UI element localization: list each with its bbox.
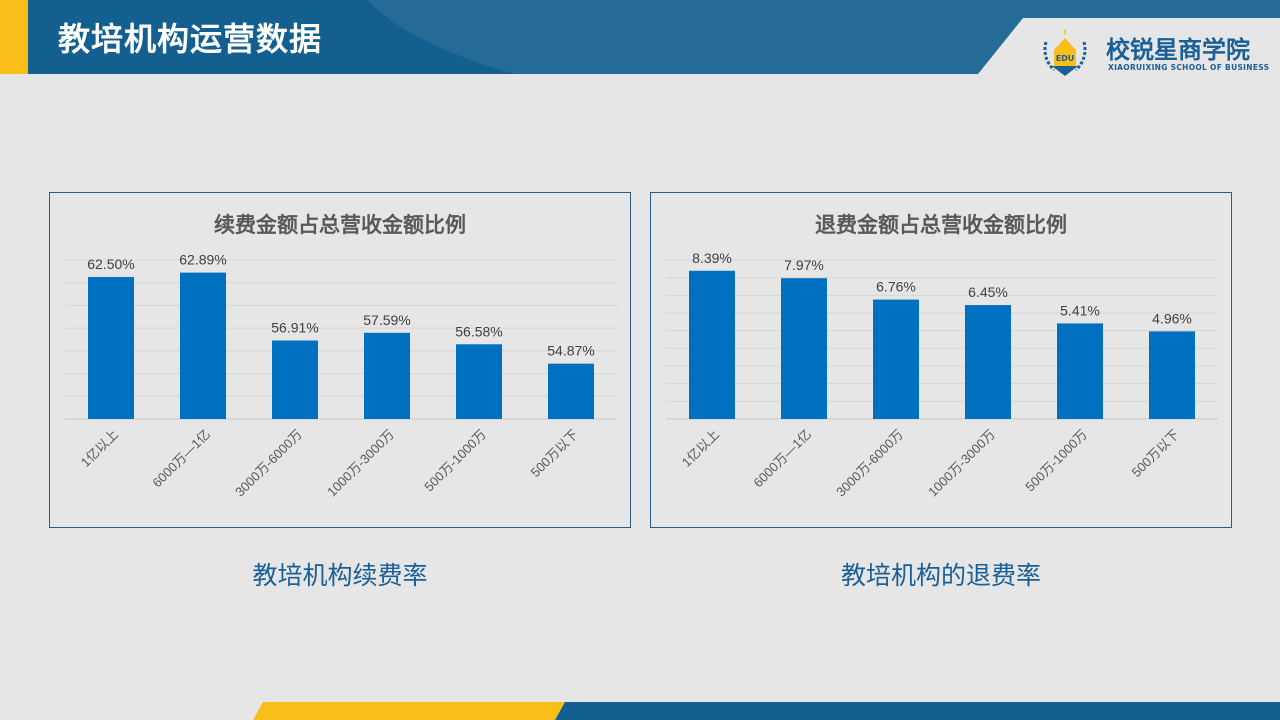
header-accent <box>0 0 28 74</box>
renewal-chart: 62.50% 1亿以上 62.89% 6000万—1亿 56.91% 3000万-6000… <box>65 252 617 500</box>
bar <box>781 278 827 419</box>
data-label: 56.91% <box>271 320 318 336</box>
renewal-chart-panel: 续费金额占总营收金额比例 62.50% 1亿以上 62.89% 6000万—1亿 56.… <box>49 192 631 528</box>
bar <box>1057 323 1103 419</box>
footer-bar <box>555 702 1280 720</box>
data-label: 6.45% <box>968 284 1008 300</box>
category-label: 6000万—1亿 <box>149 427 213 491</box>
category-label: 3000万-6000万 <box>833 427 906 500</box>
bar <box>180 272 226 419</box>
refund-chart-panel: 退费金额占总营收金额比例 8.39% 1亿以上 7.97% 6000万—1亿 6.76%… <box>650 192 1232 528</box>
category-label: 6000万—1亿 <box>750 427 814 491</box>
data-label: 4.96% <box>1152 310 1192 326</box>
chart-title: 退费金额占总营收金额比例 <box>815 213 1067 237</box>
data-label: 7.97% <box>784 257 824 273</box>
logo-background <box>978 18 1280 74</box>
bar <box>1149 331 1195 419</box>
logo-name-cn: 校锐星商学院 <box>1106 36 1250 64</box>
data-label: 62.89% <box>179 252 226 268</box>
bar <box>548 363 594 419</box>
bar <box>272 340 318 419</box>
footer-accent <box>253 702 565 720</box>
category-label: 500万以下 <box>1129 427 1183 481</box>
caption-renewal-rate: 教培机构续费率 <box>252 561 428 590</box>
logo-emblem-icon: EDU <box>1043 28 1087 76</box>
category-label: 500万-1000万 <box>421 427 489 495</box>
bar <box>364 332 410 419</box>
caption-refund-rate: 教培机构的退费率 <box>840 561 1041 590</box>
data-label: 5.41% <box>1060 302 1100 318</box>
bar <box>873 299 919 419</box>
category-label: 1亿以上 <box>679 427 722 470</box>
category-label: 1000万-3000万 <box>925 427 998 500</box>
bar <box>965 305 1011 419</box>
bar <box>689 270 735 419</box>
bar <box>88 277 134 419</box>
category-label: 3000万-6000万 <box>232 427 305 500</box>
category-label: 1000万-3000万 <box>324 427 397 500</box>
data-label: 62.50% <box>87 256 134 272</box>
category-label: 500万以下 <box>528 427 582 481</box>
page-title: 教培机构运营数据 <box>58 20 323 58</box>
category-label: 1亿以上 <box>78 427 121 470</box>
chart-title: 续费金额占总营收金额比例 <box>214 213 466 237</box>
logo-name-en: XIAORUIXING SCHOOL OF BUSINESS <box>1108 63 1270 72</box>
data-label: 57.59% <box>363 312 410 328</box>
data-label: 6.76% <box>876 279 916 295</box>
category-label: 500万-1000万 <box>1022 427 1090 495</box>
logo-emblem-text: EDU <box>1056 54 1075 63</box>
data-label: 8.39% <box>692 250 732 266</box>
data-label: 54.87% <box>547 343 594 359</box>
bar <box>456 344 502 419</box>
refund-chart: 8.39% 1亿以上 7.97% 6000万—1亿 6.76% 3000万-6000万 6.… <box>666 250 1218 500</box>
data-label: 56.58% <box>455 323 502 339</box>
